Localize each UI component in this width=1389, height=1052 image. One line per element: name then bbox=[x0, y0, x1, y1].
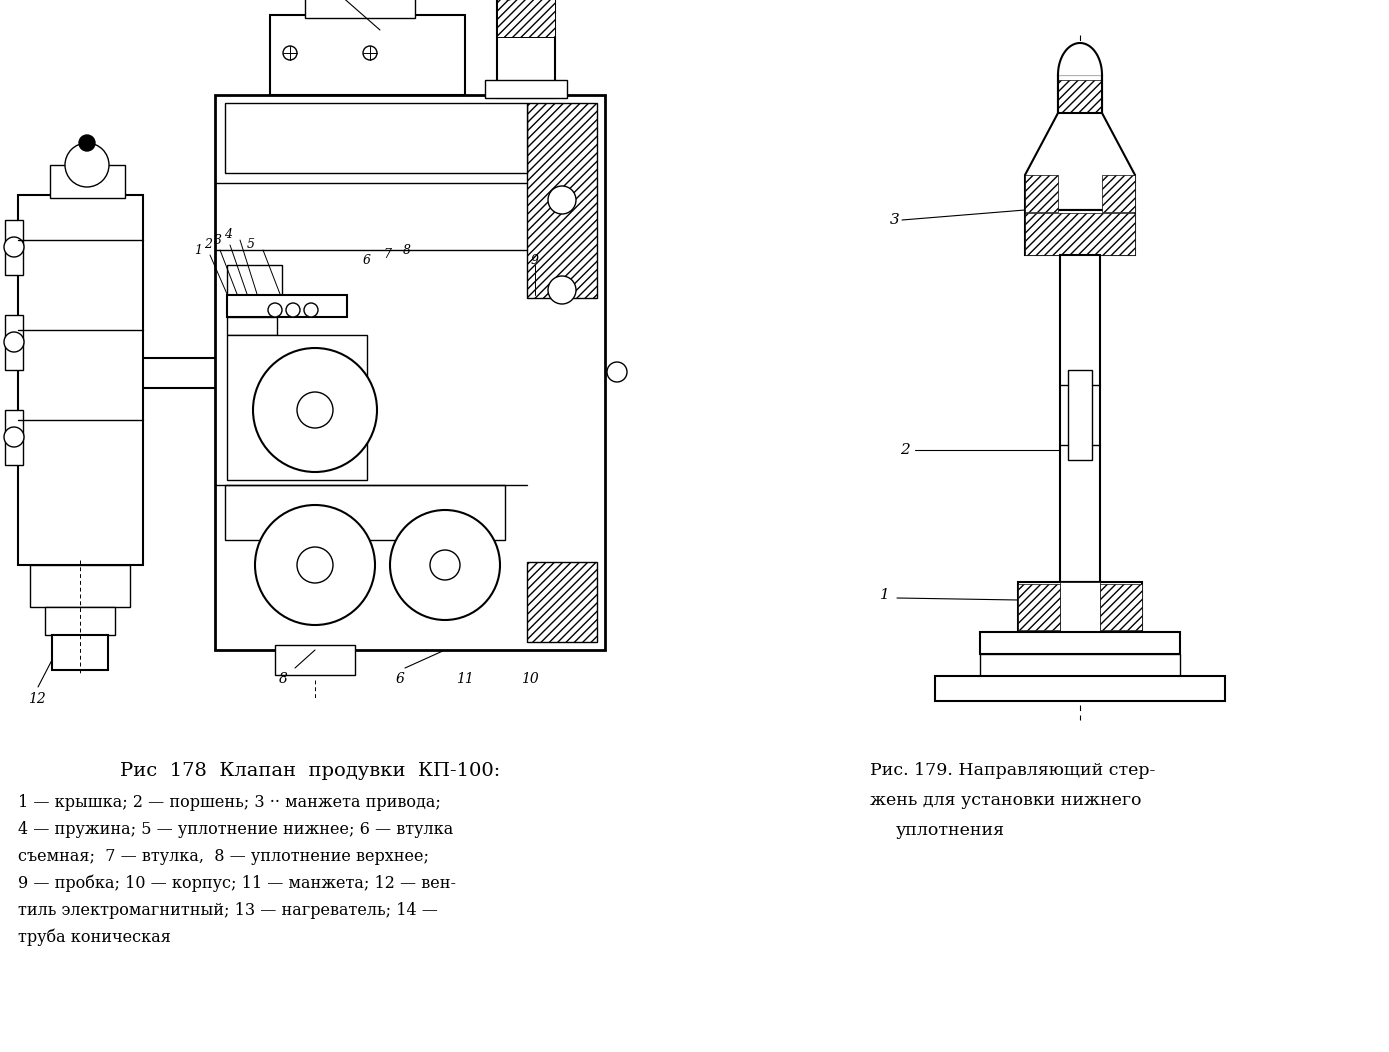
Bar bbox=[526, 103, 597, 298]
Polygon shape bbox=[1058, 43, 1101, 75]
Text: 12: 12 bbox=[28, 692, 46, 706]
Text: 10: 10 bbox=[521, 672, 539, 686]
Bar bbox=[44, 607, 115, 635]
Bar bbox=[215, 95, 606, 650]
Bar bbox=[6, 315, 24, 370]
Bar bbox=[935, 676, 1225, 701]
Text: 1: 1 bbox=[881, 588, 890, 602]
Bar bbox=[1025, 175, 1058, 213]
Bar bbox=[275, 645, 356, 675]
Bar bbox=[526, 562, 597, 642]
Text: уплотнения: уплотнения bbox=[896, 822, 1004, 839]
Text: Рис  178  Клапан  продувки  КП-100:: Рис 178 Клапан продувки КП-100: bbox=[119, 762, 500, 780]
Bar bbox=[226, 335, 367, 480]
Bar bbox=[1025, 213, 1135, 255]
Text: 4: 4 bbox=[224, 228, 232, 242]
Bar bbox=[50, 165, 125, 198]
Text: 6: 6 bbox=[363, 254, 371, 266]
Bar bbox=[269, 15, 465, 95]
Bar bbox=[1100, 584, 1142, 630]
Text: 8: 8 bbox=[279, 672, 288, 686]
Circle shape bbox=[304, 303, 318, 317]
Bar bbox=[981, 654, 1181, 676]
Text: жень для установки нижнего: жень для установки нижнего bbox=[870, 792, 1142, 809]
Polygon shape bbox=[1025, 113, 1135, 210]
Bar bbox=[1060, 255, 1100, 582]
Bar bbox=[981, 632, 1181, 654]
Bar bbox=[225, 485, 506, 540]
Circle shape bbox=[256, 505, 375, 625]
Bar bbox=[1101, 175, 1135, 213]
Circle shape bbox=[431, 550, 460, 580]
Text: тиль электромагнитный; 13 — нагреватель; 14 —: тиль электромагнитный; 13 — нагреватель;… bbox=[18, 902, 438, 919]
Circle shape bbox=[4, 427, 24, 447]
Bar bbox=[1058, 80, 1101, 113]
Bar bbox=[226, 317, 276, 335]
Bar bbox=[1018, 582, 1142, 632]
Bar bbox=[306, 0, 415, 18]
Text: Рис. 179. Направляющий стер-: Рис. 179. Направляющий стер- bbox=[870, 762, 1156, 778]
Circle shape bbox=[65, 143, 108, 187]
Circle shape bbox=[390, 510, 500, 620]
Text: 6: 6 bbox=[396, 672, 404, 686]
Bar bbox=[31, 565, 131, 607]
Text: 1 — крышка; 2 — поршень; 3 ·· манжета привода;: 1 — крышка; 2 — поршень; 3 ·· манжета пр… bbox=[18, 794, 440, 811]
Circle shape bbox=[268, 303, 282, 317]
Circle shape bbox=[607, 362, 626, 382]
Text: труба коническая: труба коническая bbox=[18, 929, 171, 947]
Bar bbox=[497, 0, 556, 37]
Circle shape bbox=[286, 303, 300, 317]
Bar bbox=[1025, 210, 1135, 255]
Bar bbox=[1068, 370, 1092, 460]
Text: 8: 8 bbox=[403, 243, 411, 257]
Text: 5: 5 bbox=[247, 239, 256, 251]
Text: 3: 3 bbox=[890, 213, 900, 227]
Bar bbox=[497, 0, 556, 98]
Text: 7: 7 bbox=[383, 248, 390, 262]
Text: 11: 11 bbox=[456, 672, 474, 686]
Text: 2: 2 bbox=[900, 443, 910, 457]
Text: 2: 2 bbox=[204, 239, 213, 251]
Bar bbox=[1060, 582, 1100, 632]
Circle shape bbox=[363, 46, 376, 60]
Bar bbox=[6, 410, 24, 465]
Bar bbox=[226, 265, 282, 295]
Bar bbox=[1018, 584, 1060, 630]
Bar bbox=[51, 635, 108, 670]
Text: 3: 3 bbox=[214, 234, 222, 246]
Text: съемная;  7 — втулка,  8 — уплотнение верхнее;: съемная; 7 — втулка, 8 — уплотнение верх… bbox=[18, 848, 429, 865]
Bar bbox=[485, 80, 567, 98]
Text: 4 — пружина; 5 — уплотнение нижнее; 6 — втулка: 4 — пружина; 5 — уплотнение нижнее; 6 — … bbox=[18, 821, 453, 838]
Bar bbox=[226, 295, 347, 317]
Circle shape bbox=[253, 348, 376, 472]
Circle shape bbox=[4, 237, 24, 257]
Bar bbox=[18, 195, 143, 565]
Bar bbox=[1058, 75, 1101, 113]
Circle shape bbox=[79, 135, 94, 151]
Circle shape bbox=[4, 332, 24, 352]
Bar bbox=[6, 220, 24, 275]
Circle shape bbox=[549, 186, 576, 214]
Text: 9 — пробка; 10 — корпус; 11 — манжета; 12 — вен-: 9 — пробка; 10 — корпус; 11 — манжета; 1… bbox=[18, 875, 456, 892]
Circle shape bbox=[297, 547, 333, 583]
Circle shape bbox=[297, 392, 333, 428]
Circle shape bbox=[549, 276, 576, 304]
Bar bbox=[225, 103, 526, 173]
Text: 9: 9 bbox=[531, 254, 539, 266]
Text: 1: 1 bbox=[194, 243, 201, 257]
Circle shape bbox=[283, 46, 297, 60]
